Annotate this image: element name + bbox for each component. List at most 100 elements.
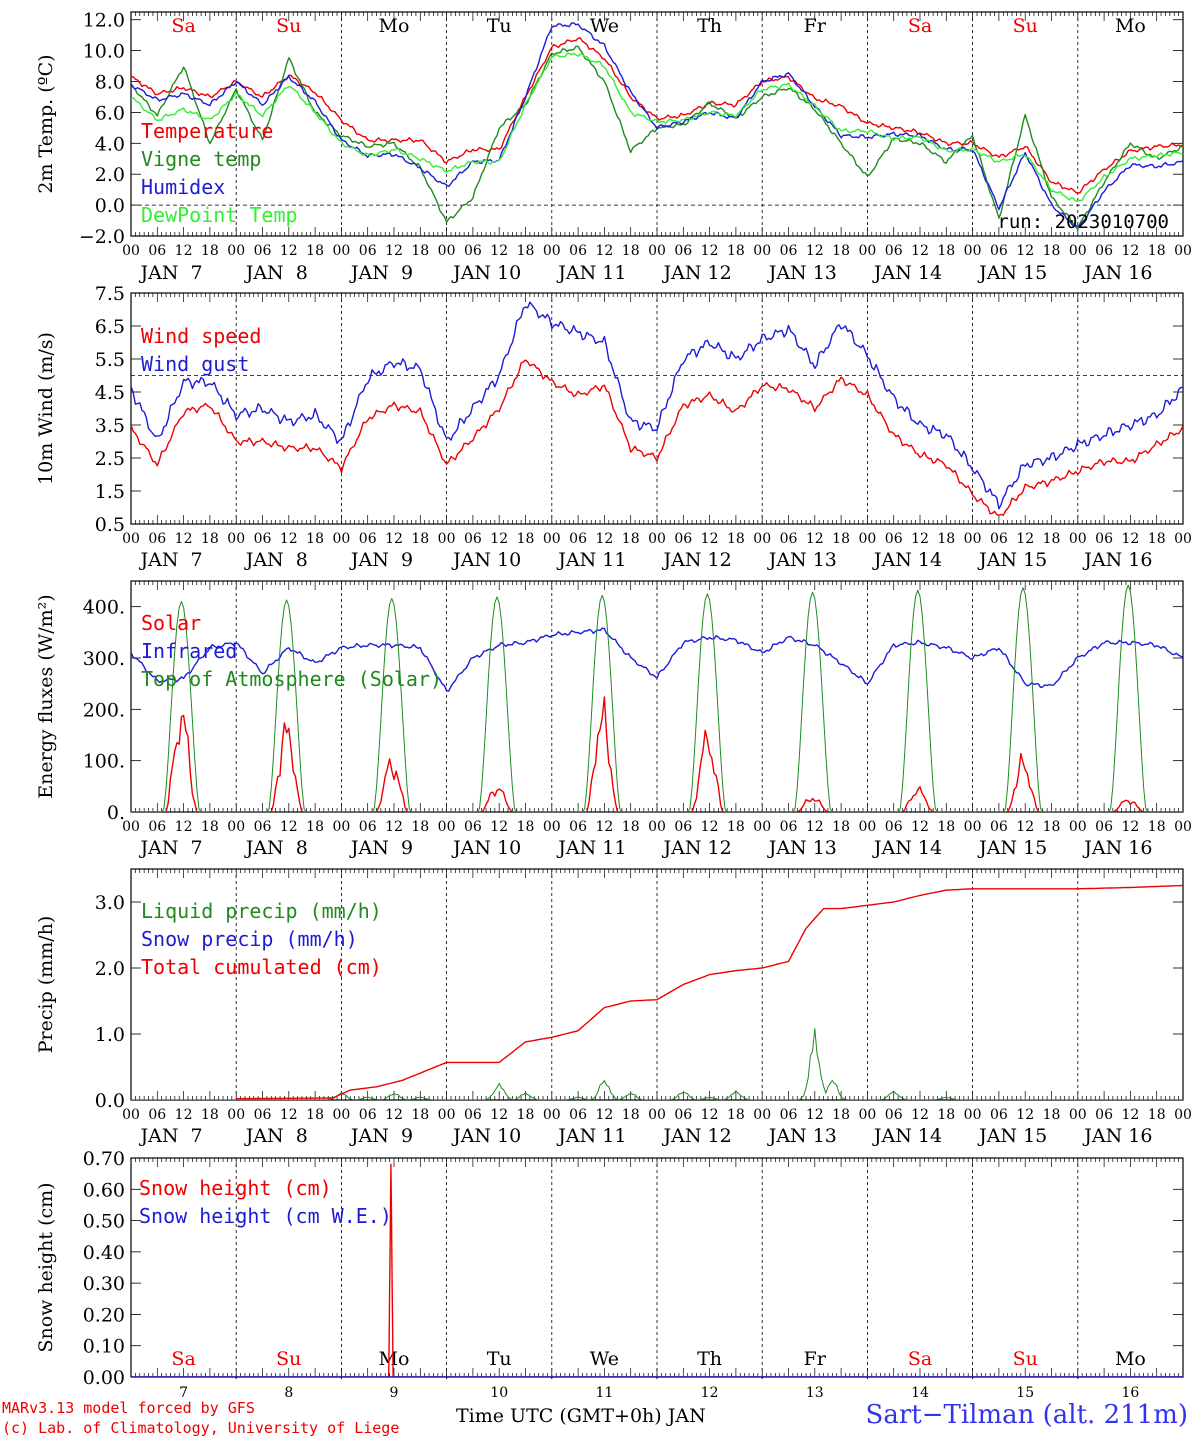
y-tick-label: 0.10 (83, 1336, 125, 1358)
y-tick-label: 0.60 (83, 1179, 125, 1201)
lab-credit: (c) Lab. of Climatology, University of L… (2, 1419, 400, 1437)
hour-label: 06 (148, 243, 166, 259)
day-number-label: 13 (806, 1385, 824, 1401)
hour-label: 06 (254, 1107, 272, 1123)
hour-label: 18 (1148, 819, 1166, 835)
y-tick-label: 6.5 (95, 316, 125, 338)
y-tick-label: 0.30 (83, 1273, 125, 1295)
hour-label: 18 (727, 531, 745, 547)
legend-humidex: Humidex (141, 175, 225, 199)
date-label: JAN 15 (977, 549, 1047, 571)
panel-1: −2.0 0.0 2.0 4.0 6.0 8.0 10.0 12.0 2m Temp. (ºC)… (35, 10, 1192, 284)
hour-label: 18 (517, 1107, 535, 1123)
hour-label: 12 (911, 1107, 929, 1123)
y-axis-title: Precip (mm/h) (35, 916, 57, 1054)
hour-label: 00 (227, 531, 245, 547)
hour-label: 18 (1148, 1107, 1166, 1123)
hour-label: 12 (595, 819, 613, 835)
date-label: JAN 10 (451, 837, 521, 859)
hour-label: 00 (964, 1107, 982, 1123)
hour-label: 18 (622, 243, 640, 259)
hour-label: 06 (569, 1107, 587, 1123)
hour-label: 00 (543, 243, 561, 259)
hour-label: 00 (438, 1107, 456, 1123)
hour-label: 00 (964, 243, 982, 259)
y-tick-label: 1.5 (95, 481, 125, 503)
hour-label: 06 (464, 531, 482, 547)
x-axis-title: Time UTC (GMT+0h) JAN (456, 1405, 706, 1427)
legend-wind-gust: Wind gust (141, 352, 249, 376)
y-tick-label: 0.20 (83, 1304, 125, 1326)
series-group (131, 584, 1183, 812)
hour-label: 00 (648, 243, 666, 259)
date-label: JAN 8 (244, 837, 308, 859)
weekday-label: Sa (171, 15, 195, 37)
date-label: JAN 11 (556, 1125, 626, 1147)
hour-label: 18 (411, 531, 429, 547)
hour-label: 18 (937, 243, 955, 259)
hour-label: 12 (806, 531, 824, 547)
date-label: JAN 15 (977, 1125, 1047, 1147)
date-label: JAN 10 (451, 262, 521, 284)
hour-label: 12 (806, 243, 824, 259)
y-tick-label: 100. (83, 751, 125, 773)
hour-label: 06 (569, 243, 587, 259)
day-number-label: 9 (390, 1385, 399, 1401)
hour-label: 12 (1016, 1107, 1034, 1123)
hour-label: 18 (727, 1107, 745, 1123)
hour-label: 18 (1043, 819, 1061, 835)
y-axis-title: Energy fluxes (W/m²) (35, 594, 57, 798)
hour-label: 18 (1043, 1107, 1061, 1123)
hour-label: 00 (332, 243, 350, 259)
day-number-label: 16 (1121, 1385, 1139, 1401)
hour-label: 06 (464, 243, 482, 259)
hour-label: 06 (464, 819, 482, 835)
y-tick-label: 0.70 (83, 1148, 125, 1170)
y-axis-title: 10m Wind (m/s) (35, 332, 57, 485)
hour-label: 18 (517, 819, 535, 835)
hour-label: 06 (780, 819, 798, 835)
hour-label: 12 (1121, 819, 1139, 835)
weekday-label: Sa (908, 1348, 932, 1370)
day-number-label: 7 (179, 1385, 188, 1401)
hour-label: 12 (806, 819, 824, 835)
legend-solar: Solar (141, 611, 201, 635)
hour-label: 18 (201, 531, 219, 547)
hour-label: 00 (332, 1107, 350, 1123)
date-label: JAN 16 (1082, 1125, 1152, 1147)
hour-label: 06 (1095, 531, 1113, 547)
hour-label: 12 (595, 1107, 613, 1123)
weekday-label: Mo (379, 15, 410, 37)
y-tick-label: 0.40 (83, 1242, 125, 1264)
hour-label: 06 (569, 531, 587, 547)
weekday-label: Th (697, 1348, 722, 1370)
hour-label: 18 (201, 819, 219, 835)
date-label: JAN 16 (1082, 837, 1152, 859)
hour-label: 18 (306, 531, 324, 547)
panel-4: 0.0 1.0 2.0 3.0 Precip (mm/h) 00 06 12 18 JAN 7 00… (35, 868, 1192, 1147)
weekday-label: Su (1013, 1348, 1038, 1370)
date-label: JAN 14 (872, 837, 942, 859)
hour-label: 12 (595, 243, 613, 259)
weekday-label: Tu (487, 15, 512, 37)
model-credit: MARv3.13 model forced by GFS (2, 1399, 255, 1417)
hour-label: 00 (227, 819, 245, 835)
legend-total-cumulated-cm: Total cumulated (cm) (141, 955, 382, 979)
hour-label: 00 (648, 531, 666, 547)
hour-label: 06 (990, 531, 1008, 547)
date-label: JAN 16 (1082, 549, 1152, 571)
hour-label: 06 (885, 819, 903, 835)
y-tick-label: 5.5 (95, 349, 125, 371)
hour-label: 06 (885, 1107, 903, 1123)
hour-label: 06 (254, 819, 272, 835)
hour-label: 12 (385, 1107, 403, 1123)
hour-label: 12 (385, 531, 403, 547)
hour-label: 12 (701, 819, 719, 835)
date-label: JAN 11 (556, 549, 626, 571)
hour-label: 00 (753, 819, 771, 835)
y-tick-label: 0.0 (95, 195, 125, 217)
hour-label: 06 (359, 531, 377, 547)
day-number-label: 10 (490, 1385, 508, 1401)
y-tick-label: 400. (83, 597, 125, 619)
date-label: JAN 8 (244, 262, 308, 284)
